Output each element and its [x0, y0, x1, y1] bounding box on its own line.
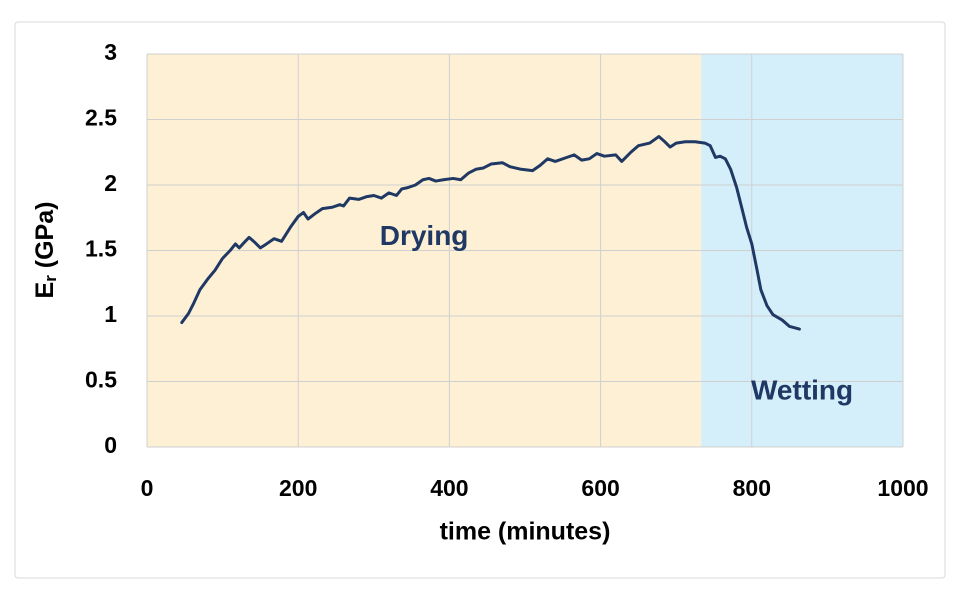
y-axis-title-sub: r: [41, 275, 60, 282]
y-tick-label: 1.5: [85, 236, 117, 262]
region-label: Wetting: [751, 374, 853, 405]
region-label: Drying: [380, 220, 469, 251]
y-axis-title-unit: (GPa): [31, 202, 59, 276]
y-tick-label: 2.5: [85, 105, 117, 131]
y-axis-title: Er (GPa): [31, 202, 61, 299]
y-axis-title-main: E: [31, 282, 59, 299]
x-tick-label: 600: [581, 475, 619, 501]
x-tick-label: 200: [279, 475, 317, 501]
x-tick-label: 1000: [877, 475, 928, 501]
y-tick-label: 0.5: [85, 367, 117, 393]
data-line: [180, 135, 801, 331]
x-tick-label: 400: [430, 475, 468, 501]
y-tick-label: 2: [104, 170, 117, 196]
x-tick-label: 0: [141, 475, 154, 501]
y-tick-label: 0: [104, 432, 117, 458]
y-tick-label: 1: [104, 301, 117, 327]
plot-area: 0 200 400 600 800 1000 0 0.5 1 1.5 2 2.5 3 Drying Wett…: [85, 39, 929, 501]
y-tick-label: 3: [104, 39, 117, 65]
x-axis-title: time (minutes): [440, 518, 611, 546]
x-tick-label: 800: [733, 475, 771, 501]
